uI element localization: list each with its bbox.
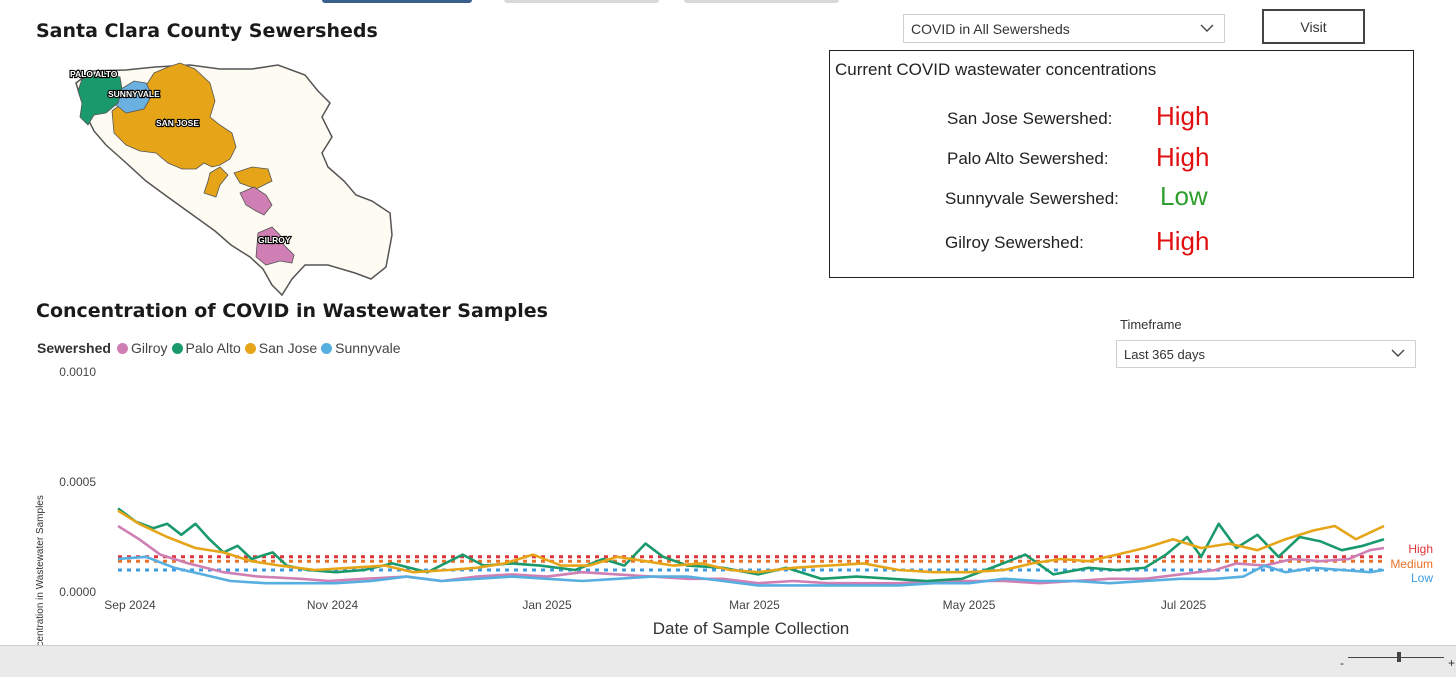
legend-swatch bbox=[171, 342, 183, 354]
palo-alto-region bbox=[77, 72, 123, 126]
zoom-in-button[interactable]: + bbox=[1448, 656, 1456, 670]
status-bar bbox=[0, 645, 1456, 677]
legend-swatch bbox=[244, 342, 256, 354]
y-axis-label: Concentration in Wastewater Samples bbox=[35, 495, 46, 645]
palo-alto-label: PALO ALTO bbox=[70, 69, 118, 79]
status-value-palo-alto: High bbox=[1156, 142, 1210, 172]
sunnyvale-label: SUNNYVALE bbox=[108, 89, 160, 99]
x-tick-label: Nov 2024 bbox=[307, 598, 359, 612]
status-value-sunnyvale: Low bbox=[1160, 181, 1208, 211]
sewershed-selector-value: COVID in All Sewersheds bbox=[911, 20, 1070, 37]
sunnyvale-region bbox=[115, 80, 153, 114]
threshold-label-medium: Medium bbox=[1390, 557, 1433, 571]
x-tick-label: Mar 2025 bbox=[729, 598, 780, 612]
series-line-gilroy bbox=[117, 524, 1385, 585]
gilroy-region bbox=[255, 226, 295, 266]
sewershed-map: PALO ALTO SUNNYVALE SAN JOSE GILROY bbox=[69, 62, 393, 297]
threshold-label-low: Low bbox=[1411, 571, 1433, 585]
san-jose-region bbox=[111, 62, 237, 170]
timeframe-label: Timeframe bbox=[1120, 317, 1182, 332]
legend-item-sunnyvale[interactable]: Sunnyvale bbox=[321, 340, 401, 356]
visit-button[interactable]: Visit bbox=[1262, 9, 1365, 44]
chart-title: Concentration of COVID in Wastewater Sam… bbox=[36, 300, 548, 322]
legend-title: Sewershed bbox=[37, 340, 111, 356]
threshold-label-high: High bbox=[1408, 542, 1433, 556]
x-tick-label: Jul 2025 bbox=[1161, 598, 1207, 612]
timeframe-selector-value: Last 365 days bbox=[1124, 346, 1205, 362]
legend-swatch bbox=[116, 342, 128, 354]
legend-swatch bbox=[321, 342, 333, 354]
x-tick-label: Jan 2025 bbox=[522, 598, 572, 612]
gilroy-region bbox=[239, 186, 273, 216]
san-jose-fragment bbox=[203, 166, 229, 198]
covid-line-chart: Concentration in Wastewater Samples Date… bbox=[35, 365, 1433, 645]
map-title: Santa Clara County Sewersheds bbox=[36, 20, 378, 42]
legend-label: Palo Alto bbox=[185, 340, 241, 356]
gilroy-label: GILROY bbox=[258, 235, 291, 245]
status-heading: Current COVID wastewater concentrations bbox=[835, 60, 1157, 79]
sewershed-selector[interactable]: COVID in All Sewersheds bbox=[903, 14, 1225, 43]
status-label-palo-alto: Palo Alto Sewershed: bbox=[947, 149, 1109, 168]
zoom-out-button[interactable]: - bbox=[1340, 656, 1344, 670]
zoom-slider-track[interactable] bbox=[1348, 657, 1444, 658]
series-line-san-jose bbox=[117, 509, 1385, 574]
tab-indicator[interactable] bbox=[504, 0, 659, 3]
status-value-gilroy: High bbox=[1156, 226, 1210, 256]
san-jose-label: SAN JOSE bbox=[156, 118, 199, 128]
legend-item-gilroy[interactable]: Gilroy bbox=[116, 340, 168, 356]
tab-indicator[interactable] bbox=[684, 0, 839, 3]
x-axis-label: Date of Sample Collection bbox=[653, 619, 850, 638]
legend-item-san-jose[interactable]: San Jose bbox=[244, 340, 318, 356]
san-jose-fragment bbox=[233, 166, 273, 190]
timeframe-selector[interactable]: Last 365 days bbox=[1116, 340, 1416, 368]
status-label-san-jose: San Jose Sewershed: bbox=[947, 109, 1113, 128]
chevron-down-icon bbox=[1391, 349, 1405, 357]
x-tick-label: Sep 2024 bbox=[104, 598, 156, 612]
legend-label: Sunnyvale bbox=[335, 340, 401, 356]
legend-label: San Jose bbox=[258, 340, 318, 356]
status-value-san-jose: High bbox=[1156, 101, 1210, 131]
legend-item-palo-alto[interactable]: Palo Alto bbox=[171, 340, 241, 356]
legend-label: Gilroy bbox=[130, 340, 168, 356]
status-label-sunnyvale: Sunnyvale Sewershed: bbox=[945, 189, 1119, 208]
y-tick-label: 0.0010 bbox=[59, 365, 96, 379]
series-line-sunnyvale bbox=[117, 555, 1385, 587]
chevron-down-icon bbox=[1200, 24, 1214, 32]
tab-indicator-active[interactable] bbox=[322, 0, 472, 3]
status-label-gilroy: Gilroy Sewershed: bbox=[945, 233, 1084, 252]
status-panel: Current COVID wastewater concentrations … bbox=[829, 50, 1414, 278]
y-tick-label: 0.0005 bbox=[59, 475, 96, 489]
zoom-slider-thumb[interactable] bbox=[1397, 652, 1401, 662]
y-tick-label: 0.0000 bbox=[59, 585, 96, 599]
x-tick-label: May 2025 bbox=[943, 598, 996, 612]
chart-legend: Sewershed Gilroy Palo Alto San Jose Sunn… bbox=[37, 340, 405, 356]
visit-button-label: Visit bbox=[1300, 18, 1327, 35]
